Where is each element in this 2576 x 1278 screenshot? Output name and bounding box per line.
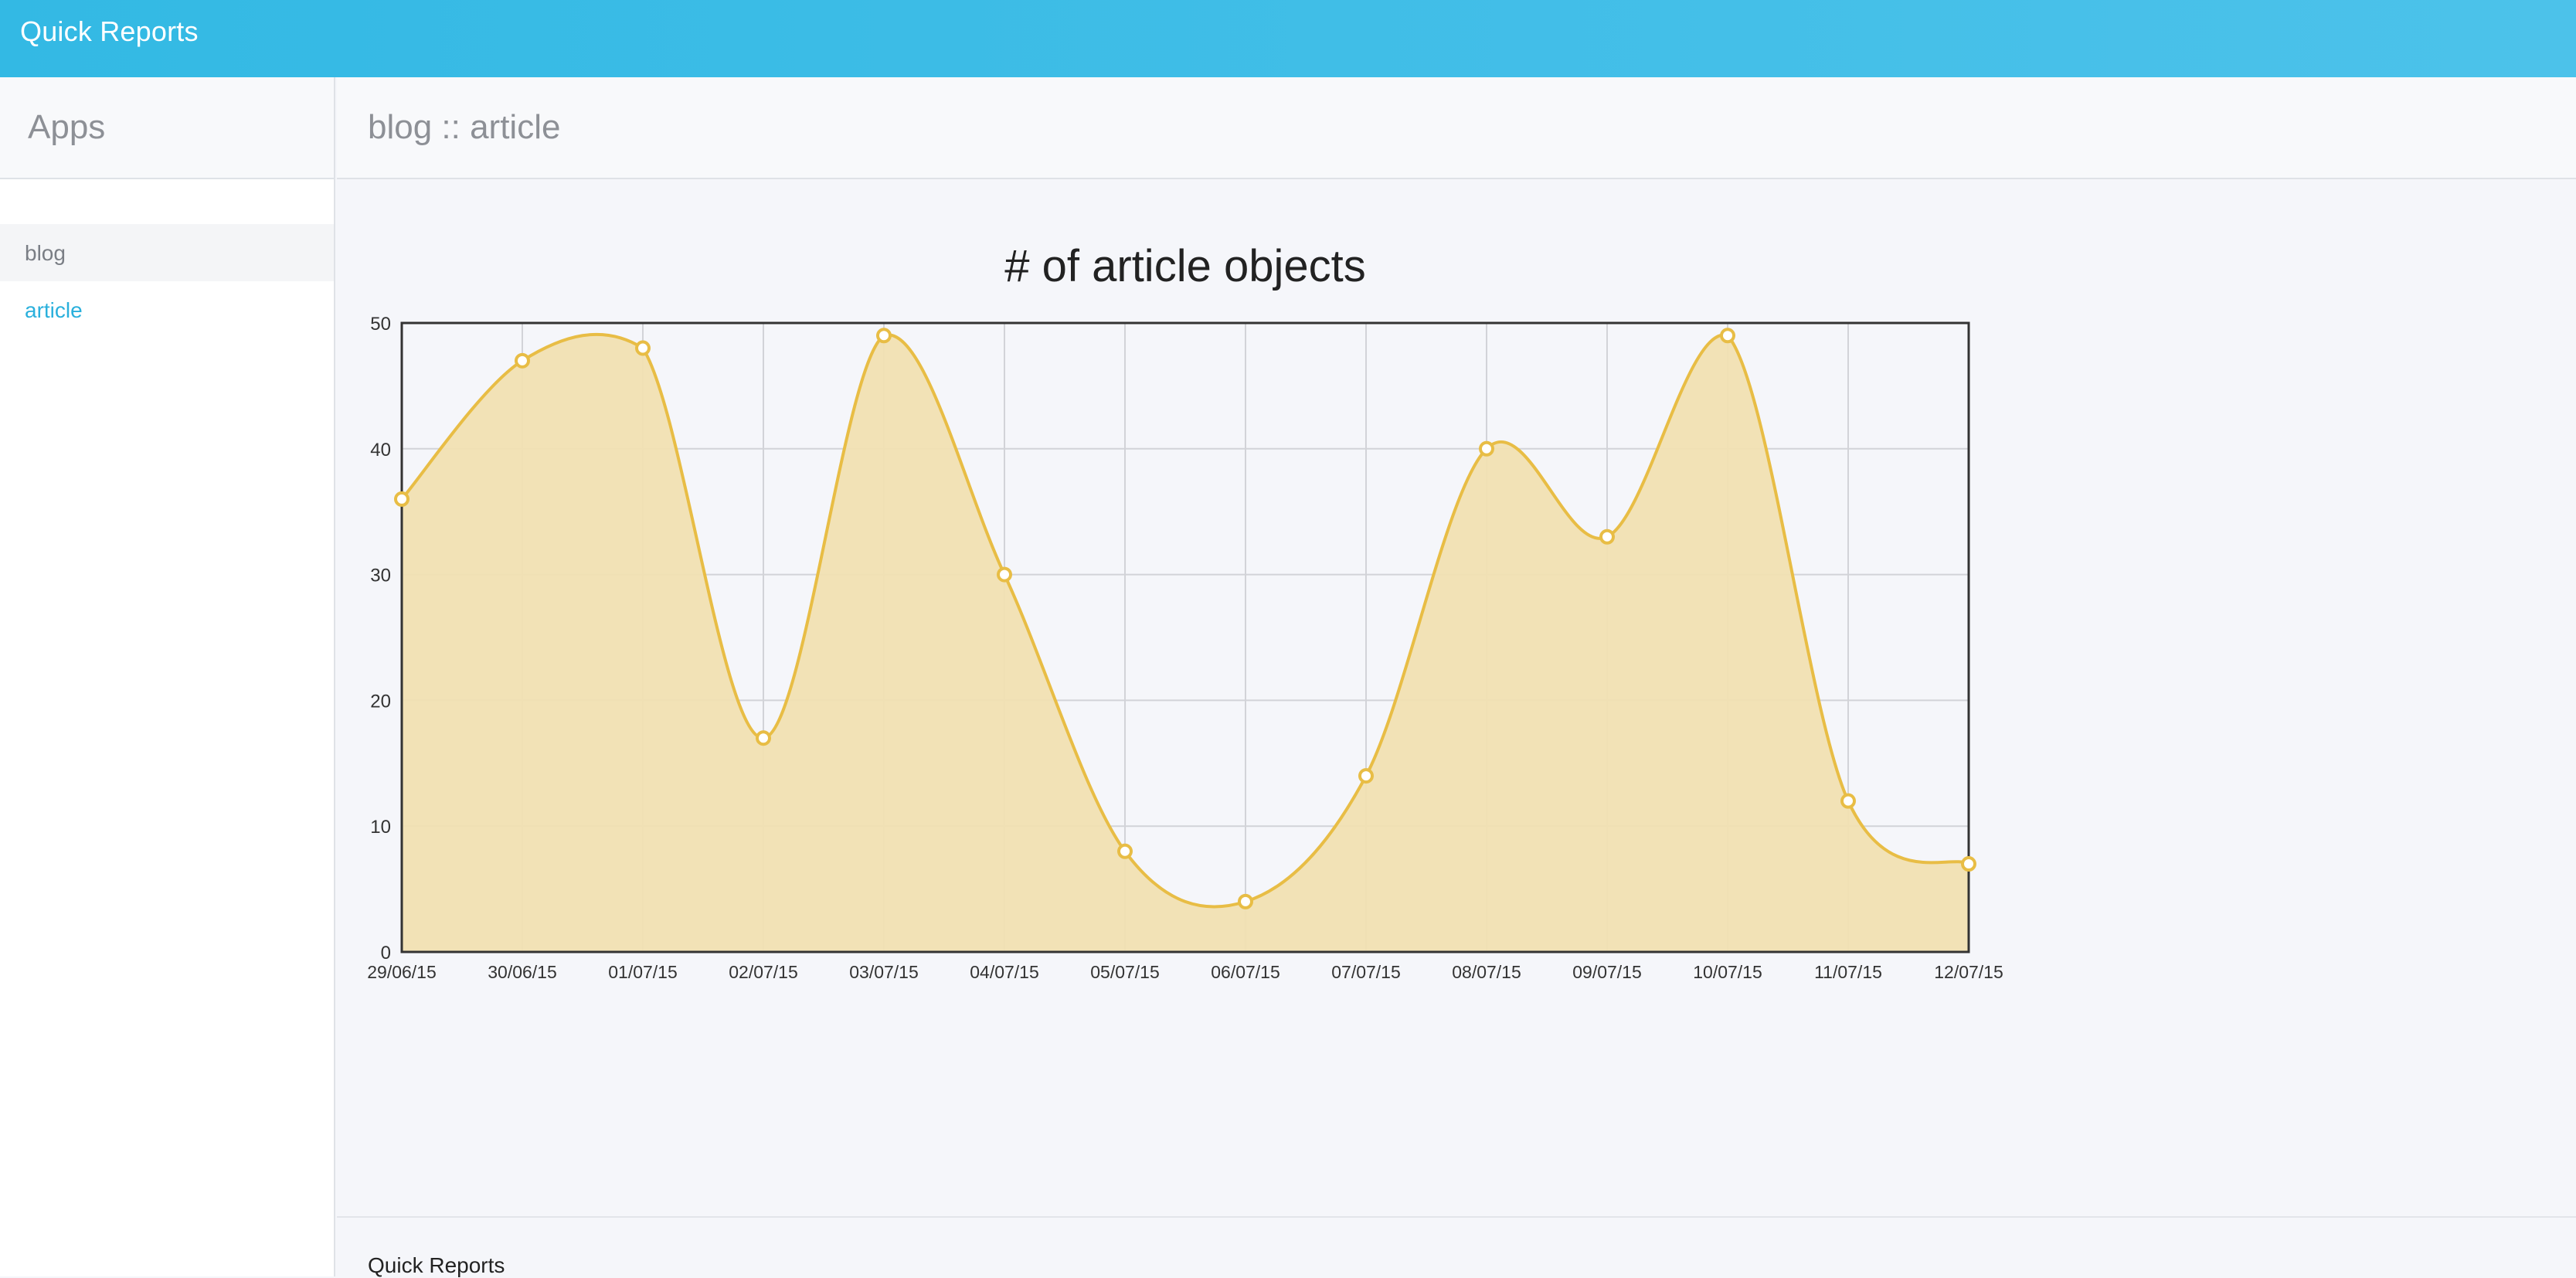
x-tick-label: 29/06/15: [367, 962, 437, 982]
sidebar-title: Apps: [28, 108, 106, 146]
y-tick-label: 40: [370, 440, 391, 461]
x-tick-label: 10/07/15: [1693, 962, 1762, 982]
top-navbar: Quick Reports: [0, 0, 2576, 77]
sidebar: Apps blog article: [0, 77, 335, 1276]
page-title: blog :: article: [368, 108, 561, 146]
data-point: [635, 340, 651, 356]
sidebar-header: Apps: [0, 77, 334, 179]
plot-frame: [400, 321, 1970, 953]
chart-container: # of article objects 0 10 20 30 40 50 29/06/15 3…: [337, 181, 2576, 1216]
data-point: [997, 566, 1012, 583]
x-tick-label: 30/06/15: [488, 962, 557, 982]
data-point: [876, 328, 892, 344]
x-tick-label: 06/07/15: [1211, 962, 1280, 982]
x-tick-label: 01/07/15: [608, 962, 678, 982]
x-tick-label: 08/07/15: [1452, 962, 1521, 982]
data-point: [1961, 856, 1976, 872]
data-point: [1479, 440, 1494, 457]
y-tick-label: 50: [370, 314, 391, 335]
sidebar-item-article[interactable]: article: [0, 281, 334, 340]
data-point: [1599, 529, 1615, 545]
x-tick-label: 07/07/15: [1331, 962, 1401, 982]
data-point: [394, 491, 410, 507]
sidebar-list: blog article: [0, 224, 334, 340]
data-point: [515, 352, 530, 369]
data-point: [1117, 843, 1133, 859]
footer: Quick Reports: [337, 1216, 2576, 1277]
data-point: [756, 730, 771, 746]
x-tick-label: 12/07/15: [1934, 962, 2003, 982]
y-tick-label: 0: [381, 943, 391, 964]
y-tick-label: 30: [370, 566, 391, 586]
x-tick-label: 04/07/15: [970, 962, 1039, 982]
data-point: [1720, 328, 1735, 344]
x-tick-label: 02/07/15: [729, 962, 798, 982]
chart-title: # of article objects: [1004, 241, 1365, 291]
area-chart: # of article objects 0 10 20 30 40 50 29/06/15 3…: [367, 241, 2003, 982]
x-tick-label: 03/07/15: [849, 962, 919, 982]
x-tick-label: 05/07/15: [1090, 962, 1160, 982]
y-tick-label: 20: [370, 691, 391, 712]
data-point: [1238, 893, 1253, 909]
sidebar-item-label[interactable]: article: [25, 298, 83, 322]
footer-text: Quick Reports: [368, 1253, 505, 1277]
data-point: [1358, 768, 1374, 784]
data-point: [1840, 793, 1856, 809]
app-brand[interactable]: Quick Reports: [20, 15, 199, 47]
series-area: [402, 334, 1969, 952]
x-tick-label: 11/07/15: [1814, 962, 1882, 982]
sidebar-group-label: blog: [25, 241, 66, 265]
page-header: blog :: article: [337, 77, 2576, 179]
y-tick-label: 10: [370, 817, 391, 838]
x-tick-label: 09/07/15: [1572, 962, 1642, 982]
sidebar-group-blog: blog: [0, 224, 334, 281]
